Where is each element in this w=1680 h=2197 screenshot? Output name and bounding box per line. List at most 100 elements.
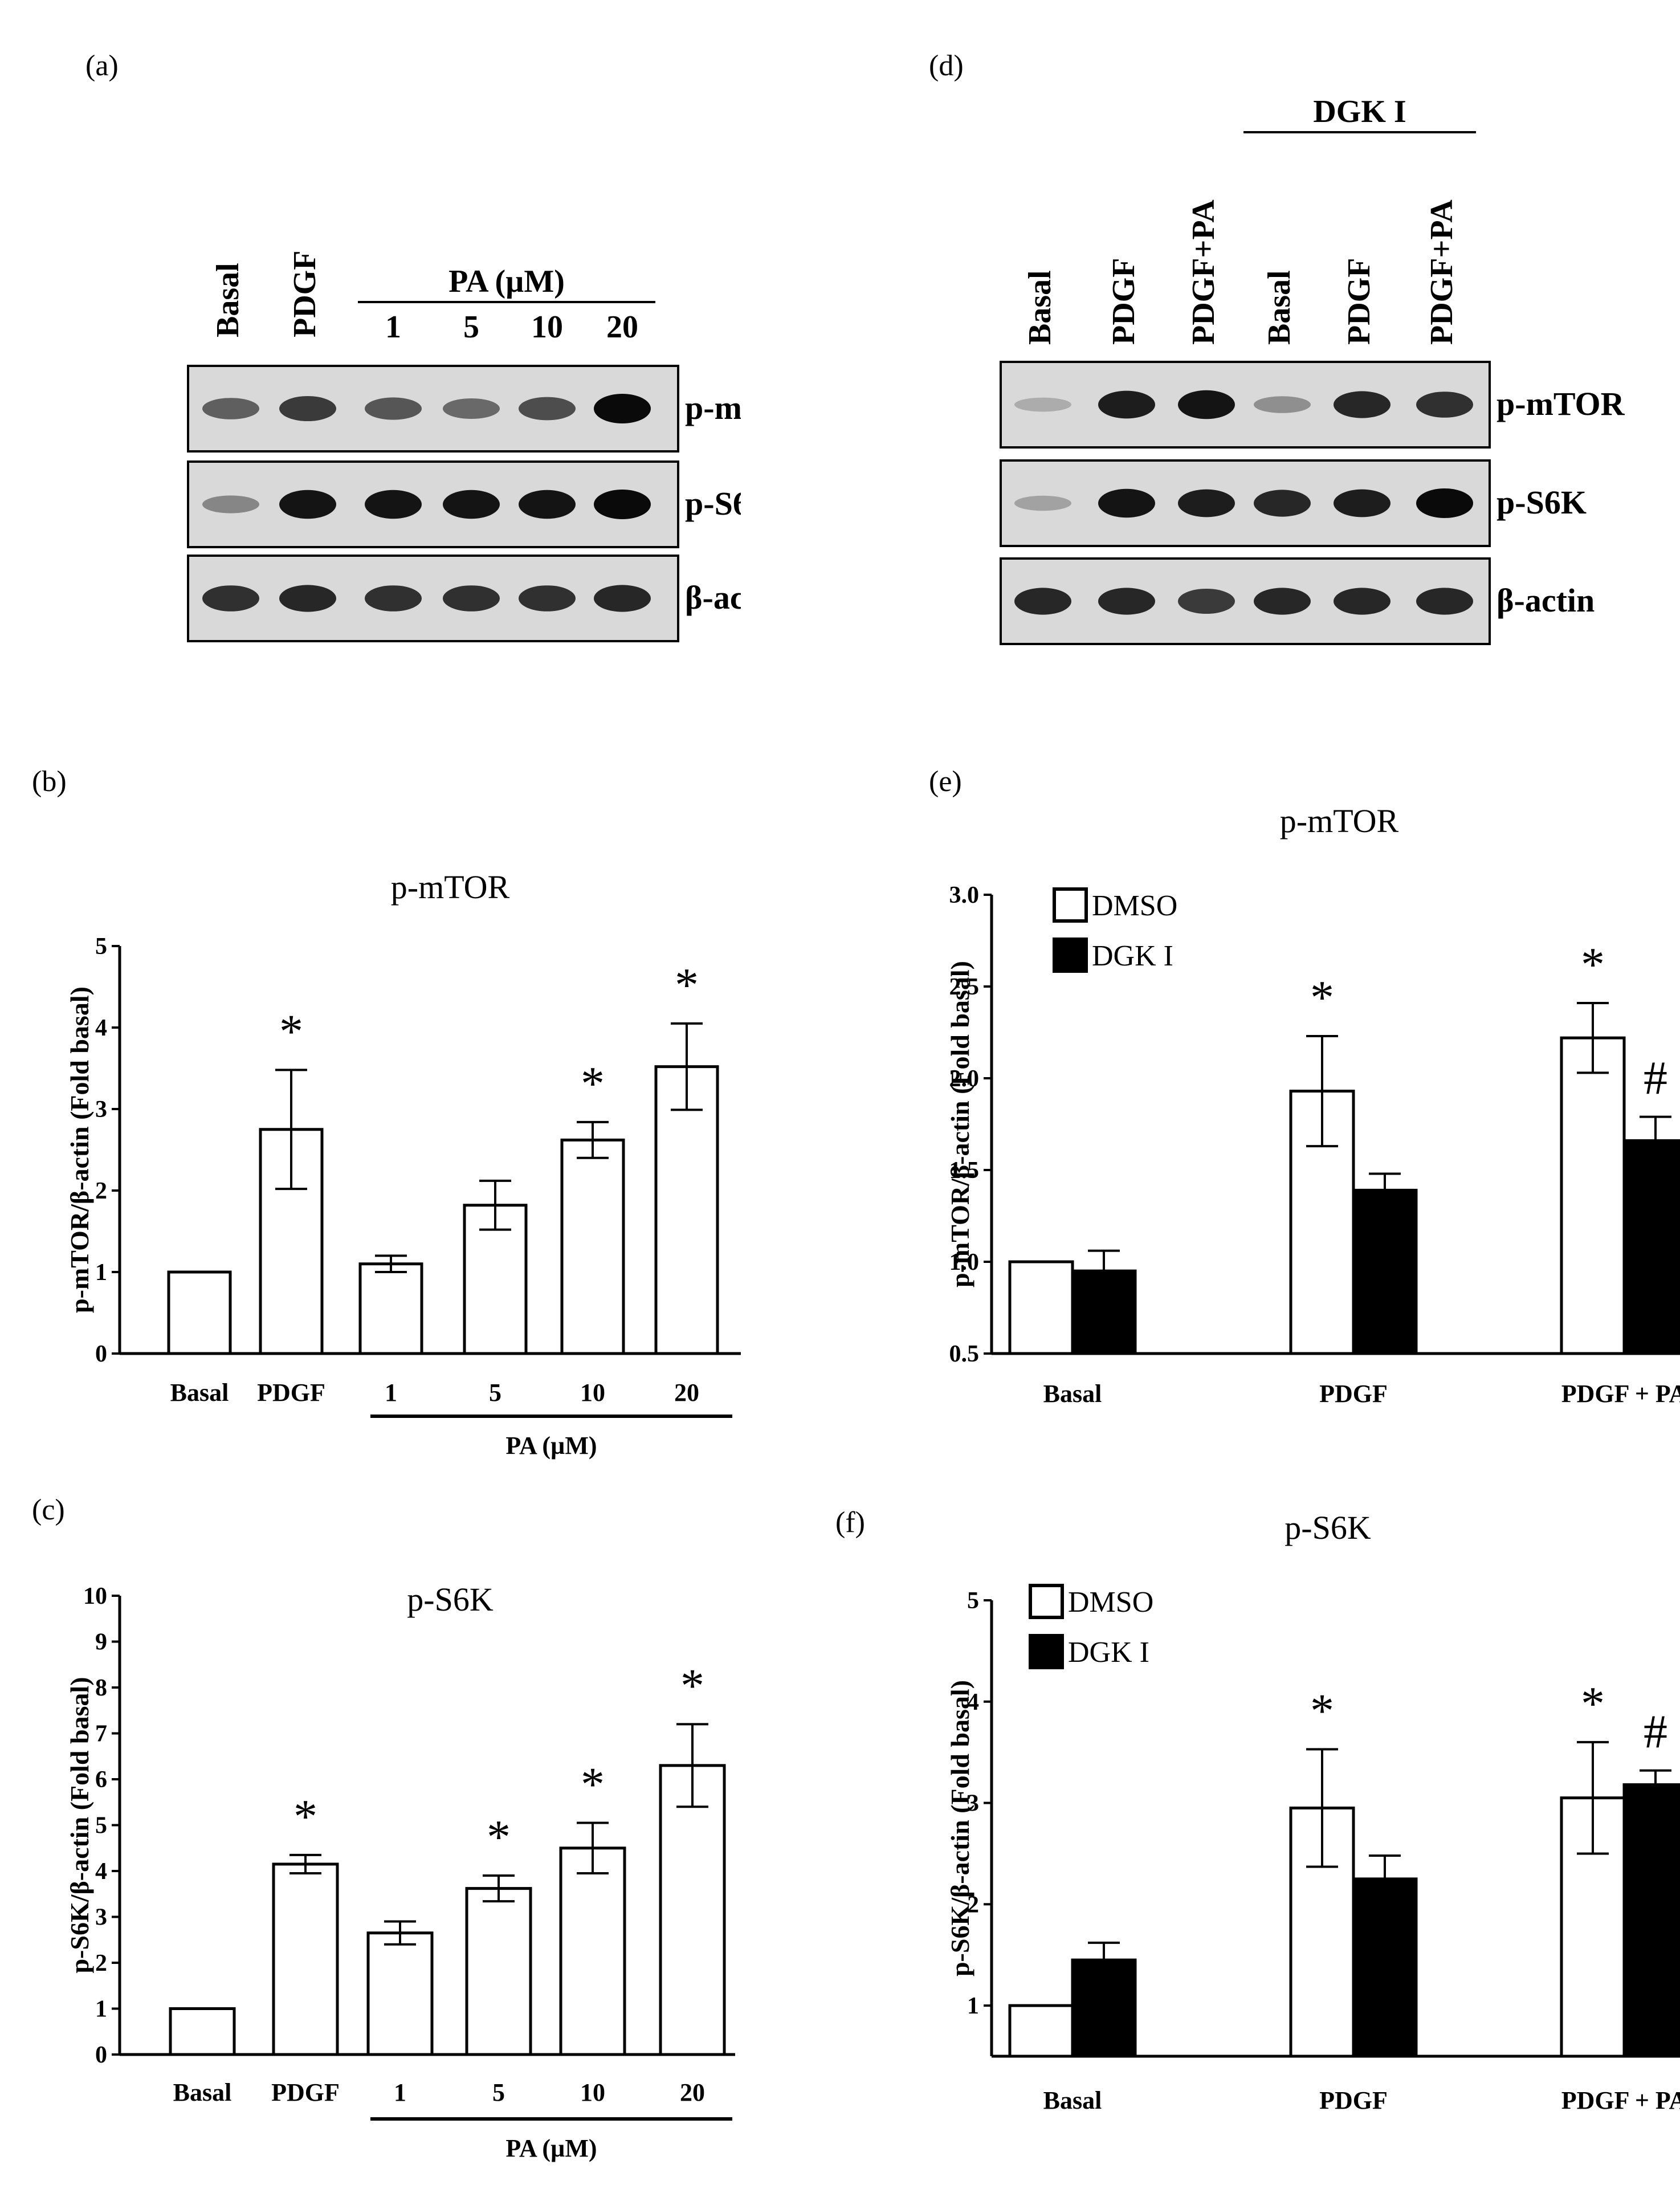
x-category-label: 5 <box>492 2078 505 2106</box>
band-label: β-actin <box>685 579 741 616</box>
bar-chart-b: 0 1 2 3 4 5 p-mTOR p-mTOR/β-actin (Fold basal) B… <box>65 869 741 1460</box>
y-tick-label: 7 <box>95 1721 107 1747</box>
significance-star: * <box>675 959 699 1012</box>
lane-label: PDGF <box>1106 258 1141 345</box>
blot-band <box>443 585 500 612</box>
blot-band <box>1334 588 1391 615</box>
band-label: β-actin <box>1496 582 1595 619</box>
lane-label: Basal <box>210 263 246 337</box>
blot-band <box>1178 589 1235 614</box>
hash-marker: # <box>1644 1052 1667 1105</box>
legend-swatch <box>1053 938 1088 973</box>
y-axis-label: p-mTOR/β-actin (Fold basal) <box>945 961 974 1287</box>
bar <box>465 1887 532 2056</box>
x-category-label: 1 <box>385 1379 397 1407</box>
blot-band <box>1014 588 1071 615</box>
lane-label: 1 <box>385 309 401 345</box>
lane-label: 5 <box>463 309 479 345</box>
y-tick-label: 2 <box>95 1178 107 1204</box>
blot-band <box>594 394 651 423</box>
group-label: PA (µM) <box>505 1432 597 1460</box>
legend-label: DMSO <box>1068 1586 1153 1619</box>
lane-label: Basal <box>1022 270 1058 345</box>
lane-label: PDGF <box>1341 258 1377 345</box>
significance-star: * <box>581 1758 605 1811</box>
lane-label: PDGF+PA <box>1186 199 1221 345</box>
significance-star: * <box>1581 938 1605 991</box>
y-tick-label: 3.0 <box>949 882 980 908</box>
blot-band <box>594 490 651 519</box>
bar <box>659 1764 726 2056</box>
lane-label: 10 <box>531 309 563 345</box>
chart-title: p-mTOR <box>1280 802 1399 839</box>
blot-band <box>1178 489 1235 517</box>
x-category-label: PDGF <box>271 2078 340 2106</box>
lane-label: 20 <box>606 309 638 345</box>
panel-label-a: (a) <box>85 50 119 82</box>
x-category-label: PDGF + PA <box>1561 1380 1680 1408</box>
y-tick-label: 0 <box>95 1341 107 1367</box>
blot-band <box>202 585 259 612</box>
blot-band <box>443 490 500 519</box>
blot-band <box>1098 588 1155 615</box>
significance-star: * <box>1581 1677 1605 1730</box>
y-tick-label: 1.0 <box>949 1249 980 1275</box>
blot-band <box>279 585 336 612</box>
y-axis-label: p-mTOR/β-actin (Fold basal) <box>65 987 94 1313</box>
blot-band <box>1098 488 1155 518</box>
blot-strip <box>1000 557 1491 645</box>
x-category-label: PDGF <box>257 1379 325 1407</box>
x-category-label: 20 <box>674 1379 699 1407</box>
y-tick-label: 4 <box>95 1858 107 1885</box>
bar <box>1352 1877 1418 2058</box>
y-tick-label: 5 <box>967 1588 979 1614</box>
bar <box>1008 1260 1074 1355</box>
significance-star: * <box>1310 971 1334 1024</box>
bar <box>167 1270 232 1355</box>
panel-label-e: (e) <box>929 765 962 798</box>
lane-label: PDGF <box>287 251 323 337</box>
significance-star: * <box>1310 1684 1334 1737</box>
x-category-label: 5 <box>489 1379 501 1407</box>
y-tick-label: 0 <box>95 2042 107 2068</box>
y-tick-label: 1 <box>967 1993 979 2019</box>
x-category-label: Basal <box>1043 1380 1102 1408</box>
panel-label-d: (d) <box>929 50 964 82</box>
y-tick-label: 2 <box>95 1950 107 1976</box>
blot-band <box>594 585 651 612</box>
legend-swatch <box>1029 1584 1064 1619</box>
blot-band <box>1178 390 1235 419</box>
y-tick-label: 6 <box>95 1767 107 1793</box>
x-category-label: PDGF <box>1319 1380 1388 1408</box>
legend-label: DMSO <box>1092 890 1177 922</box>
bar <box>169 2007 236 2056</box>
y-tick-label: 9 <box>95 1629 107 1656</box>
significance-star: * <box>680 1659 704 1712</box>
x-category-label: PDGF + PA <box>1561 2086 1680 2114</box>
bar <box>1352 1188 1418 1355</box>
legend-label: DGK I <box>1092 940 1173 972</box>
western-blot-panel-d: Basal PDGF PDGF+PA Basal PDGF PDGF+PA DGK I p-m… <box>1000 94 1625 645</box>
bar-chart-e: 0.5 1.0 1.5 2.0 2.5 3.0 p-mTOR p-mTOR/β-actin (… <box>945 802 1680 1408</box>
band-label: p-S6K <box>1496 484 1587 521</box>
significance-star: * <box>581 1057 605 1110</box>
x-category-label: Basal <box>1043 2086 1102 2114</box>
blot-band <box>1254 396 1311 413</box>
bar <box>1560 1036 1626 1355</box>
blot-band <box>1014 495 1071 511</box>
blot-band <box>1416 392 1473 418</box>
legend-swatch <box>1053 887 1088 923</box>
blot-band <box>202 495 259 513</box>
blot-band <box>1334 489 1391 517</box>
x-category-label: Basal <box>170 1379 229 1407</box>
western-blot-panel-a: Basal PDGF 1 5 10 20 PA (µM) p-mTOR p-S6K β-actin <box>187 251 741 642</box>
blot-band <box>519 490 576 519</box>
bar <box>559 1847 626 2056</box>
legend-label: DGK I <box>1068 1636 1149 1669</box>
y-tick-label: 3 <box>95 1097 107 1123</box>
y-tick-label: 1.5 <box>949 1157 980 1184</box>
panel-label-f: (f) <box>835 1506 865 1539</box>
bar <box>1622 1783 1680 2058</box>
blot-band <box>519 397 576 421</box>
